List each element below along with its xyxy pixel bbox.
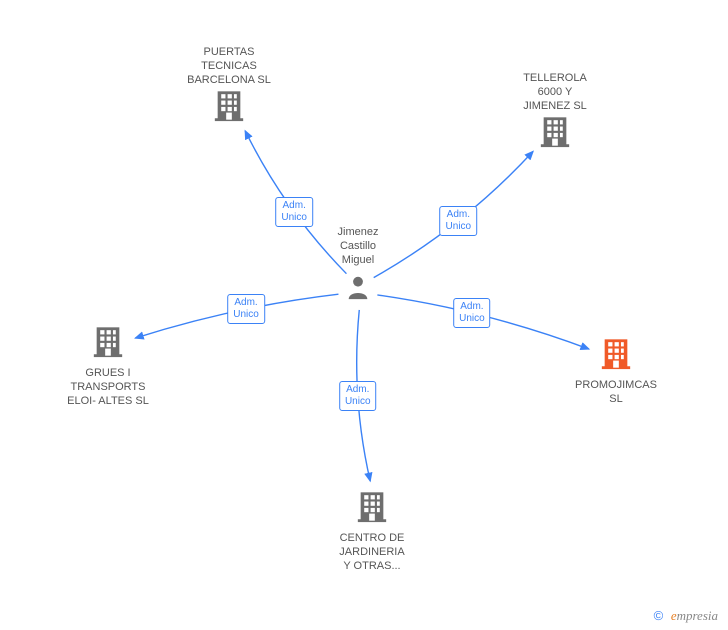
node-label: TELLEROLA 6000 Y JIMENEZ SL [523, 72, 587, 113]
building-icon [538, 115, 572, 154]
building-icon [599, 337, 633, 376]
edge-label: Adm. Unico [440, 206, 478, 236]
node-label: PUERTAS TECNICAS BARCELONA SL [187, 46, 271, 87]
building-icon [212, 89, 246, 128]
building-icon [91, 325, 125, 364]
node-label: PROMOJIMCAS SL [575, 379, 657, 407]
copyright-symbol: © [654, 608, 664, 623]
node-label: GRUES I TRANSPORTS ELOI- ALTES SL [67, 367, 149, 408]
edge-label: Adm. Unico [453, 298, 491, 328]
brand-rest: mpresia [677, 608, 718, 623]
node-label: CENTRO DE JARDINERIA Y OTRAS... [339, 532, 404, 573]
edge-label: Adm. Unico [227, 294, 265, 324]
edge-label: Adm. Unico [339, 381, 377, 411]
center-label: Jimenez Castillo Miguel [338, 226, 379, 267]
footer-brand: © empresia [654, 608, 718, 624]
edge-label: Adm. Unico [275, 197, 313, 227]
building-icon [355, 490, 389, 529]
person-icon [344, 274, 372, 307]
